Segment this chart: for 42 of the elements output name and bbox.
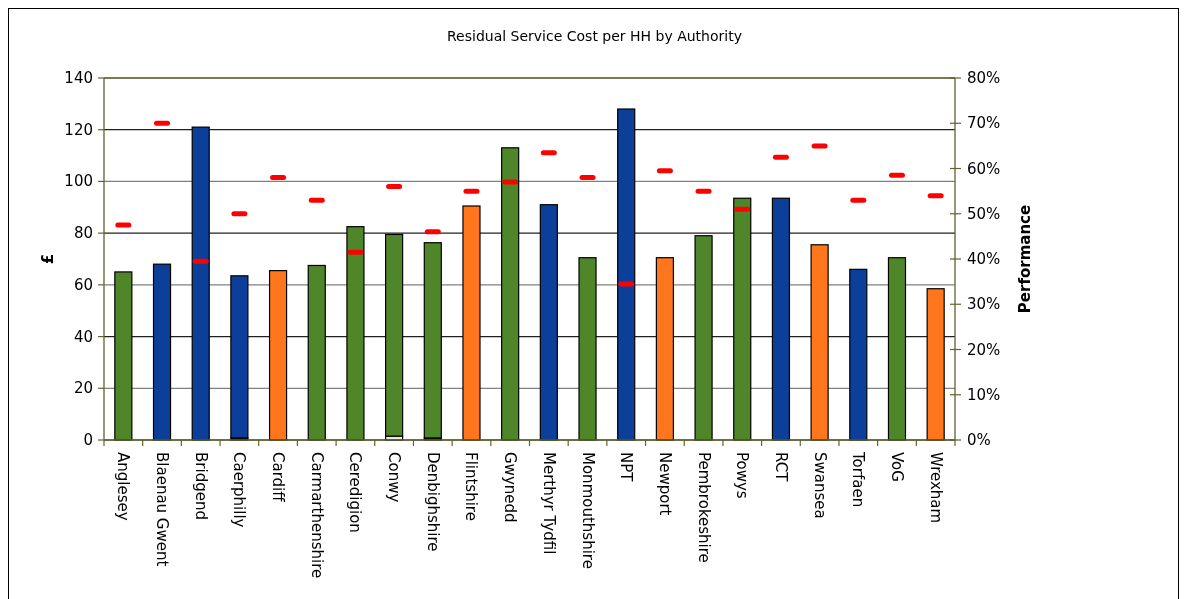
- x-tick-label: Gwynedd: [501, 452, 520, 523]
- y-tick-label: 0: [83, 431, 93, 449]
- y2-tick-label: 20%: [967, 340, 1001, 359]
- y-tick-label: 140: [64, 69, 93, 87]
- x-tick-label: Caerphilly: [230, 452, 249, 528]
- y2-tick-label: 0%: [967, 431, 991, 449]
- chart-title: Residual Service Cost per HH by Authority: [447, 28, 742, 44]
- y-tick-label: 80: [73, 224, 93, 243]
- x-tick-label: Conwy: [385, 452, 404, 503]
- x-tick-label: Monmouthshire: [578, 452, 597, 569]
- y-tick-label: 40: [73, 327, 93, 346]
- x-tick-label: Flintshire: [462, 452, 481, 521]
- x-tick-label: Blaenau Gwent: [153, 452, 172, 567]
- x-tick-label: RCT: [771, 452, 790, 483]
- x-tick-label: Carmarthenshire: [307, 452, 326, 579]
- x-tick-label: Pembrokeshire: [694, 452, 713, 563]
- x-tick-label: Torfaen: [849, 451, 868, 508]
- y-axis-title: £: [39, 253, 57, 265]
- y-tick-label: 60: [73, 275, 93, 294]
- x-tick-label: VoG: [887, 452, 906, 482]
- y-tick-label: 120: [64, 120, 93, 139]
- y2-axis-title: Performance: [1016, 204, 1034, 314]
- y2-tick-label: 80%: [967, 69, 1001, 87]
- x-tick-label: Swansea: [810, 452, 829, 519]
- x-tick-label: Bridgend: [191, 452, 210, 520]
- x-tick-label: Newport: [655, 452, 674, 516]
- x-tick-label: NPT: [617, 452, 636, 483]
- x-tick-label: Merthyr Tydfil: [539, 452, 558, 555]
- y2-tick-label: 40%: [967, 250, 1001, 268]
- x-tick-label: Denbighshire: [423, 452, 442, 552]
- y-tick-label: 100: [64, 172, 93, 191]
- y-tick-label: 20: [73, 379, 93, 398]
- y2-tick-label: 50%: [967, 204, 1001, 223]
- y2-tick-label: 30%: [967, 295, 1001, 314]
- x-tick-label: Ceredigion: [346, 452, 365, 533]
- y2-tick-label: 10%: [967, 385, 1001, 404]
- y2-tick-label: 60%: [967, 159, 1001, 178]
- x-tick-label: Cardiff: [269, 452, 288, 503]
- x-tick-label: Wrexham: [926, 452, 945, 524]
- y2-tick-label: 70%: [967, 114, 1001, 133]
- x-tick-label: Powys: [733, 452, 752, 499]
- x-tick-label: Anglesey: [114, 452, 133, 521]
